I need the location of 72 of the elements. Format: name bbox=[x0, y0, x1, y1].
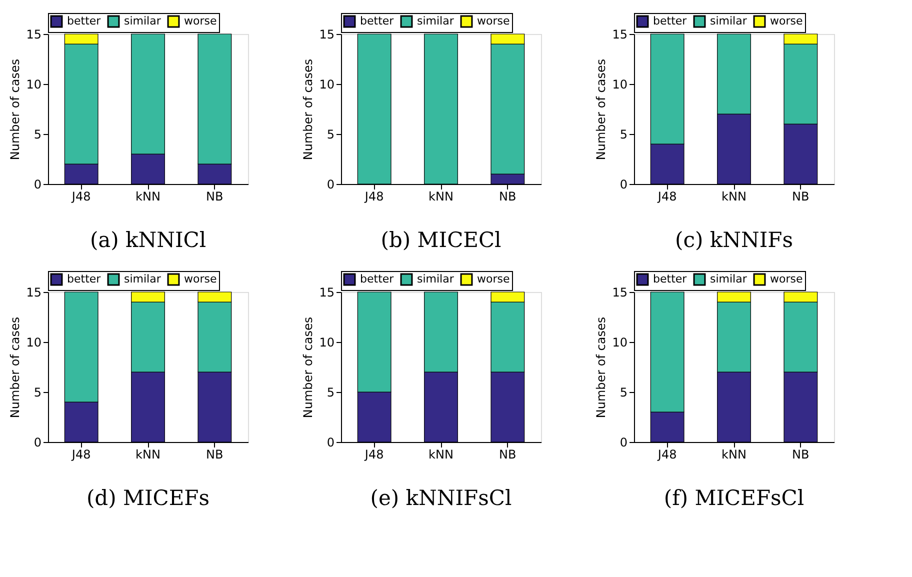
x-tick-label: kNN bbox=[136, 190, 160, 204]
y-axis-title: Number of cases bbox=[301, 58, 316, 160]
y-tick-label: 15 bbox=[26, 286, 42, 300]
y-tick-label: 0 bbox=[34, 178, 42, 192]
y-tick-label: 0 bbox=[620, 178, 628, 192]
y-tick-label: 5 bbox=[620, 128, 628, 142]
legend-label: similar bbox=[124, 14, 162, 28]
legend-label: worse bbox=[477, 14, 510, 28]
y-tick-label: 0 bbox=[326, 436, 334, 450]
y-tick-label: 10 bbox=[319, 336, 334, 350]
y-tick-label: 15 bbox=[612, 28, 628, 42]
x-tick-label: J48 bbox=[364, 190, 384, 204]
y-tick-label: 0 bbox=[34, 436, 42, 450]
x-tick-label: J48 bbox=[656, 190, 677, 204]
x-tick-label: J48 bbox=[364, 448, 384, 462]
x-tick-label: NB bbox=[792, 190, 810, 204]
legend-label: better bbox=[653, 272, 688, 286]
y-tick-label: 10 bbox=[26, 336, 42, 350]
y-axis-title: Number of cases bbox=[8, 316, 22, 418]
legend-label: worse bbox=[184, 14, 217, 28]
text: (f) MICEFsCl bbox=[664, 486, 804, 510]
x-tick-label: NB bbox=[792, 448, 810, 462]
legend-label: similar bbox=[710, 272, 748, 286]
y-tick-label: 10 bbox=[26, 78, 42, 92]
y-axis-title: Number of cases bbox=[301, 316, 316, 418]
y-tick-label: 10 bbox=[612, 78, 628, 92]
y-axis-title: Number of cases bbox=[594, 58, 608, 160]
text: (e) kNNIFsCl bbox=[370, 486, 512, 510]
legend-label: better bbox=[67, 272, 102, 286]
y-tick-label: 0 bbox=[326, 178, 334, 192]
y-tick-label: 10 bbox=[319, 78, 334, 92]
legend-label: worse bbox=[184, 272, 217, 286]
legend-label: better bbox=[67, 14, 102, 28]
legend-label: better bbox=[360, 272, 394, 286]
text: (c) kNNIFs bbox=[675, 228, 793, 252]
x-tick-label: NB bbox=[206, 448, 224, 462]
x-tick-label: J48 bbox=[70, 448, 91, 462]
x-tick-label: NB bbox=[499, 190, 516, 204]
x-tick-label: J48 bbox=[70, 190, 91, 204]
legend-label: worse bbox=[770, 14, 803, 28]
y-tick-label: 5 bbox=[34, 386, 42, 400]
x-tick-label: kNN bbox=[722, 190, 746, 204]
x-tick-label: J48 bbox=[656, 448, 677, 462]
legend-label: similar bbox=[417, 14, 454, 28]
y-tick-label: 5 bbox=[326, 128, 334, 142]
text: (a) kNNICl bbox=[90, 228, 206, 252]
y-tick-label: 10 bbox=[612, 336, 628, 350]
legend-label: better bbox=[360, 14, 394, 28]
legend-label: similar bbox=[710, 14, 748, 28]
text: (b) MICECl bbox=[380, 228, 502, 252]
y-tick-label: 15 bbox=[319, 28, 334, 42]
y-tick-label: 5 bbox=[34, 128, 42, 142]
x-tick-label: kNN bbox=[722, 448, 746, 462]
legend-label: similar bbox=[417, 272, 454, 286]
x-tick-label: kNN bbox=[428, 190, 454, 204]
y-tick-label: 5 bbox=[326, 386, 334, 400]
text: (d) MICEFs bbox=[86, 486, 210, 510]
legend-label: better bbox=[653, 14, 688, 28]
x-tick-label: kNN bbox=[428, 448, 454, 462]
y-tick-label: 15 bbox=[26, 28, 42, 42]
y-tick-label: 0 bbox=[620, 436, 628, 450]
legend-label: worse bbox=[770, 272, 803, 286]
y-tick-label: 15 bbox=[612, 286, 628, 300]
legend-label: worse bbox=[477, 272, 510, 286]
x-tick-label: NB bbox=[499, 448, 516, 462]
y-axis-title: Number of cases bbox=[594, 316, 608, 418]
x-tick-label: kNN bbox=[136, 448, 160, 462]
x-tick-label: NB bbox=[206, 190, 224, 204]
y-tick-label: 15 bbox=[319, 286, 334, 300]
legend-label: similar bbox=[124, 272, 162, 286]
y-tick-label: 5 bbox=[620, 386, 628, 400]
y-axis-title: Number of cases bbox=[8, 58, 22, 160]
